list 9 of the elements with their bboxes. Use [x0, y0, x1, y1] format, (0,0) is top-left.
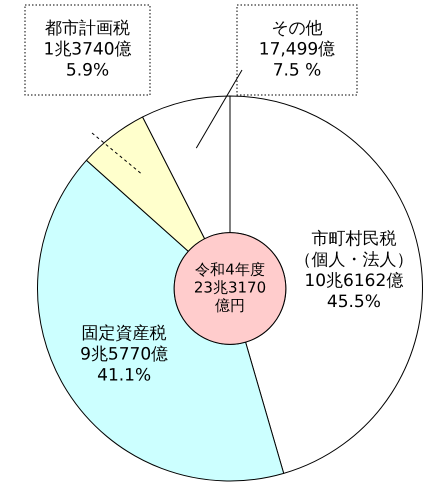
data-label: 9兆5770億 41.1% [80, 344, 168, 386]
data-label: 1兆3740億 5.9% [43, 39, 132, 80]
slice-label: その他 [272, 18, 322, 38]
slice-label: 固定資産税 [82, 324, 167, 344]
data-label: 10兆6162億 45.5% [304, 270, 404, 312]
text: 令和4年度 23兆3170 億円 [194, 260, 266, 314]
slice-label: 都市計画税 [45, 18, 130, 38]
data-label: 17,499億 7.5 % [258, 39, 336, 80]
slice-label: 市町村民税（個人・法人） [294, 228, 414, 270]
